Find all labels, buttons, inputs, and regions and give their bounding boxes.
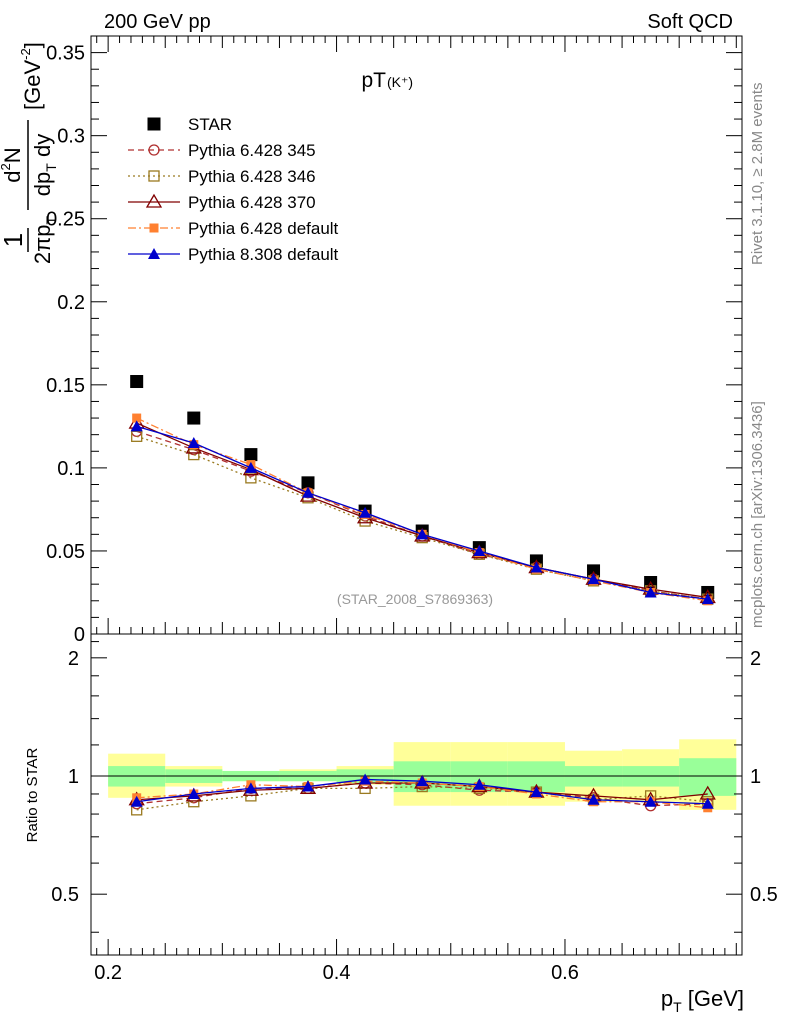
panel-title-main: pT: [361, 69, 386, 92]
x-tick-label: 0.6: [551, 962, 579, 984]
main-point-p8def: [701, 593, 714, 605]
main-series-layer: [128, 375, 716, 606]
ratio-point-p8def: [187, 787, 200, 799]
main-point-p8def: [130, 420, 143, 432]
main-point-star: [187, 411, 201, 425]
legend-marker-star: [147, 117, 161, 131]
y-label-dpt-dy: dpT dy: [30, 134, 59, 196]
ratio-y-tick-label: 2: [68, 648, 79, 670]
ratio-y-label: Ratio to STAR: [24, 747, 41, 842]
ratio-point-p8def: [473, 778, 486, 790]
legend-label-p8def: Pythia 8.308 default: [188, 245, 339, 264]
main-line-p345: [136, 430, 708, 600]
inner-band-bin: [679, 758, 737, 796]
main-point-p8def: [530, 561, 543, 573]
main-y-tick-label: 0.05: [46, 541, 85, 563]
main-point-p8def: [587, 573, 600, 585]
ratio-y-tick-label-right: 0.5: [750, 884, 778, 906]
panel-title-sub: (K⁺): [387, 74, 413, 90]
main-line-p346: [136, 435, 708, 600]
main-point-p6def: [132, 413, 142, 423]
header-right: Soft QCD: [647, 11, 733, 33]
legend-marker-p8def: [148, 248, 160, 259]
x-tick-label: 0.2: [94, 962, 122, 984]
main-line-p8def: [136, 425, 708, 600]
legend-label-p6def: Pythia 6.428 default: [188, 219, 339, 238]
ratio-y-tick-label-right: 2: [750, 648, 761, 670]
main-point-p8def: [644, 586, 657, 598]
ratio-point-p8def: [244, 782, 257, 794]
rivet-label: Rivet 3.1.10, ≥ 2.8M events: [749, 83, 766, 266]
legend: STAR Pythia 6.428 345 Pythia 6.428 346 Pyth…: [128, 115, 339, 264]
main-line-p6def: [136, 417, 708, 602]
legend-label-p370: Pythia 6.428 370: [188, 193, 316, 212]
main-y-tick-label: 0.3: [57, 126, 85, 148]
ratio-point-p8def: [644, 795, 657, 807]
x-axis-label: pT [GeV]: [661, 986, 744, 1015]
main-point-p8def: [359, 506, 372, 518]
main-y-tick-label: 0: [74, 624, 85, 646]
y-label-one: 1: [0, 233, 28, 247]
main-point-star: [244, 448, 258, 462]
ratio-point-p8def: [130, 795, 143, 807]
main-point-star: [587, 564, 601, 578]
ratio-y-tick-label-right: 1: [750, 766, 761, 788]
legend-marker-p370: [145, 193, 163, 208]
legend-label-p345: Pythia 6.428 345: [188, 141, 316, 160]
ratio-y-tick-label: 1: [68, 766, 79, 788]
main-y-tick-label: 0.2: [57, 292, 85, 314]
legend-label-p346: Pythia 6.428 346: [188, 167, 316, 186]
ratio-series-layer: [128, 773, 716, 816]
main-point-p8def: [302, 486, 314, 498]
y-label-d2n: d2N: [0, 147, 25, 182]
ratio-point-p8def: [302, 780, 314, 792]
axes: 0 0.05 0.1 0.15 0.2 0.25 0.3 0.35 0.2 0.4 0.6 0.5 0.…: [46, 35, 778, 984]
main-y-tick-label: 0.25: [46, 209, 85, 231]
legend-label-star: STAR: [188, 115, 232, 134]
ratio-point-p8def: [416, 775, 429, 787]
main-point-p8def: [416, 528, 429, 540]
legend-marker-p346: [148, 170, 160, 182]
main-y-axis-label: 1 2πpT d2N dpT dy [GeV-2]: [0, 42, 59, 264]
main-y-tick-label: 0.1: [57, 458, 85, 480]
main-point-p346: [188, 448, 200, 461]
main-point-p8def: [244, 461, 257, 473]
legend-marker-p345: [148, 144, 160, 156]
ratio-point-p8def: [701, 797, 714, 809]
ratio-point-p8def: [587, 793, 600, 805]
ratio-point-p8def: [530, 786, 543, 798]
main-point-star: [301, 476, 315, 490]
header-left: 200 GeV pp: [104, 11, 211, 33]
main-point-p8def: [187, 436, 200, 448]
main-line-p370: [136, 422, 708, 599]
analysis-watermark: (STAR_2008_S7869363): [337, 591, 493, 607]
x-tick-label: 0.4: [323, 962, 351, 984]
y-label-units: [GeV-2]: [18, 42, 45, 110]
main-y-tick-label: 0.35: [46, 43, 85, 65]
main-y-tick-label: 0.15: [46, 375, 85, 397]
main-point-star: [130, 375, 144, 389]
mcplots-label: mcplots.cern.ch [arXiv:1306.3436]: [749, 401, 766, 628]
legend-marker-p6def: [149, 223, 159, 233]
ratio-point-p8def: [359, 773, 372, 785]
main-point-p8def: [473, 544, 486, 556]
ratio-y-tick-label: 0.5: [51, 884, 79, 906]
